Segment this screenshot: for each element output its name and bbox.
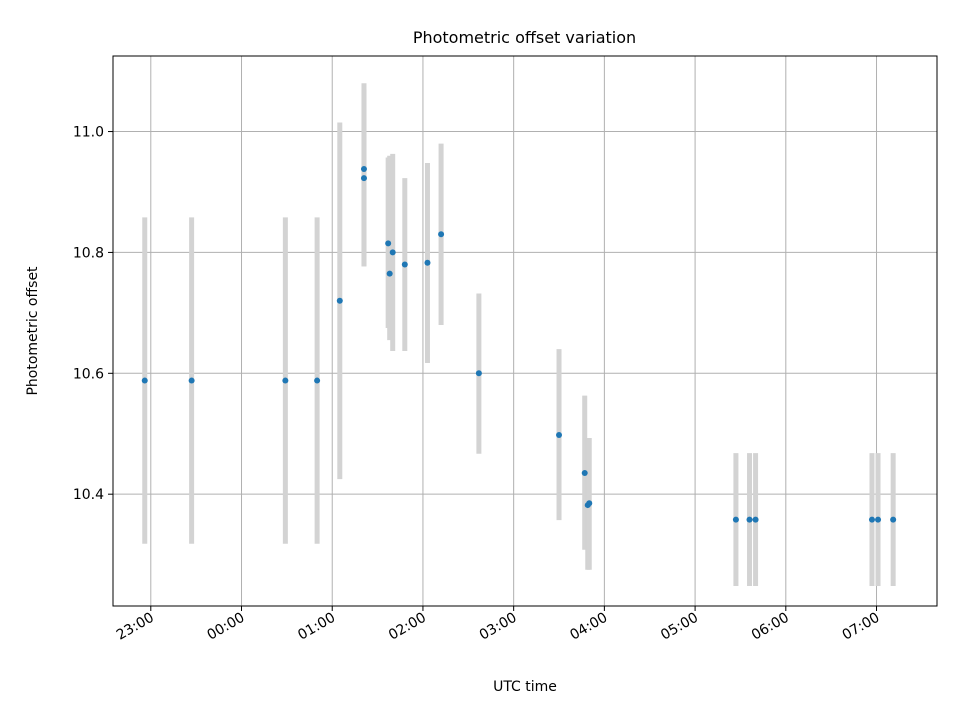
grid — [113, 56, 937, 606]
x-tick-label: 07:00 — [840, 610, 883, 644]
error-bars — [142, 83, 896, 587]
x-axis-label: UTC time — [493, 679, 557, 695]
data-point — [475, 370, 482, 377]
data-point — [890, 516, 897, 523]
y-tick-label: 11.0 — [73, 125, 104, 141]
y-tick-label: 10.8 — [73, 245, 104, 261]
x-tick-label: 00:00 — [205, 610, 248, 644]
x-axis: 23:00 00:00 01:00 02:00 03:00 04:00 05:00 06:00… — [114, 606, 883, 644]
x-tick-label: 23:00 — [114, 610, 157, 644]
data-point — [752, 516, 759, 523]
data-point — [438, 231, 445, 238]
data-point — [314, 377, 321, 384]
data-point — [282, 377, 289, 384]
y-axis-label: Photometric offset — [25, 266, 41, 396]
x-tick-label: 02:00 — [386, 610, 429, 644]
data-point — [141, 377, 148, 384]
data-point — [389, 249, 396, 256]
y-axis: 10.4 10.6 10.8 11.0 — [73, 125, 113, 503]
data-point — [868, 516, 875, 523]
x-tick-label: 05:00 — [658, 610, 701, 644]
data-point — [424, 259, 431, 266]
y-tick-label: 10.4 — [73, 487, 104, 503]
data-point — [746, 516, 753, 523]
x-tick-label: 03:00 — [477, 610, 520, 644]
x-tick-label: 06:00 — [749, 610, 792, 644]
data-point — [360, 166, 367, 173]
data-point — [875, 516, 882, 523]
chart-title: Photometric offset variation — [413, 28, 636, 47]
data-point — [386, 270, 393, 277]
plot-frame — [112, 55, 938, 607]
data-point — [336, 297, 343, 304]
data-point — [401, 261, 408, 268]
x-tick-label: 04:00 — [567, 610, 610, 644]
y-tick-label: 10.6 — [73, 366, 104, 382]
x-tick-label: 01:00 — [295, 610, 338, 644]
data-point — [586, 500, 593, 507]
data-point — [732, 516, 739, 523]
data-point — [385, 240, 392, 247]
data-point — [360, 175, 367, 182]
data-point — [581, 470, 588, 477]
data-points — [141, 166, 897, 523]
data-point — [556, 431, 563, 438]
data-point — [188, 377, 195, 384]
